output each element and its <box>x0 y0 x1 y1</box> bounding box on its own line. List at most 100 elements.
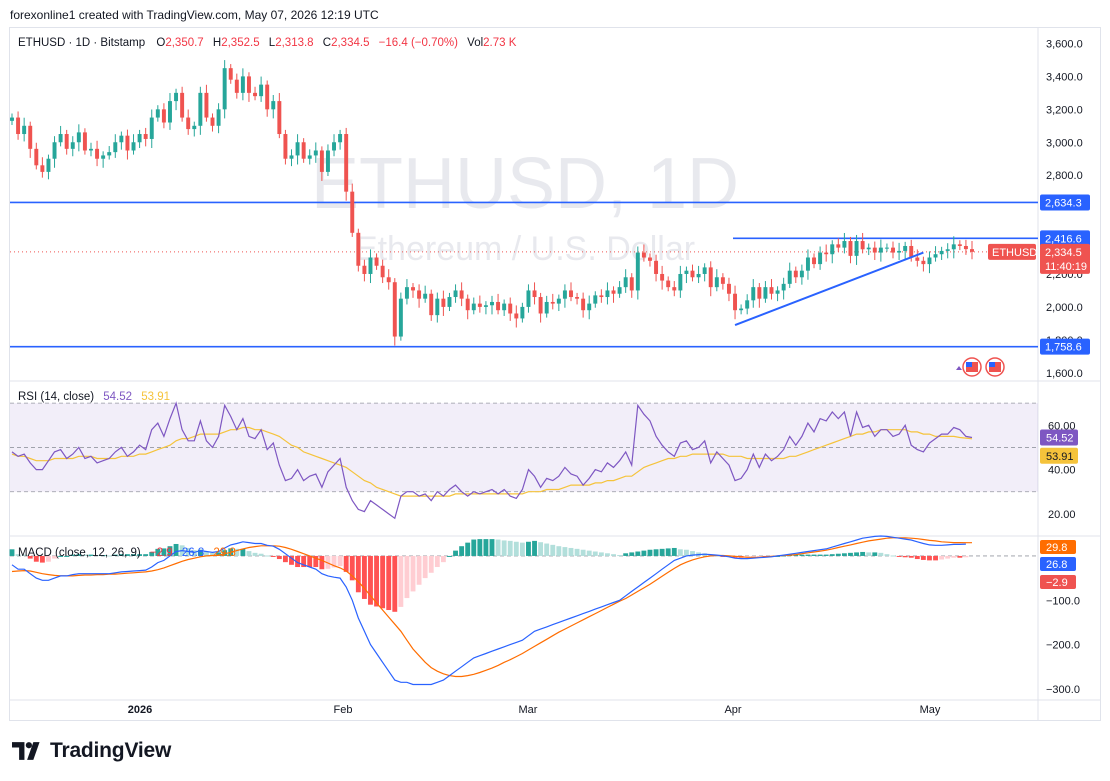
level-price-label: 2,634.3 <box>1045 197 1082 209</box>
candle-body <box>186 117 191 130</box>
candle-body <box>654 260 659 274</box>
candle-body <box>392 282 397 337</box>
candle-body <box>550 301 555 304</box>
candle-body <box>362 265 367 274</box>
tradingview-logo-icon <box>12 742 40 760</box>
candle-body <box>222 68 227 110</box>
macd-histogram-bar <box>471 539 477 556</box>
candle-body <box>119 135 124 143</box>
macd-histogram-bar <box>222 550 228 556</box>
candle-body <box>605 290 610 298</box>
candle-body <box>58 134 63 143</box>
time-axis-label: Apr <box>724 704 741 716</box>
svg-text:MACD (close, 12, 26, 9) −2: MACD (close, 12, 26, 9) −2.9 26.8 29.8 <box>18 547 236 559</box>
macd-histogram-bar <box>94 555 100 557</box>
candle-body <box>332 142 336 151</box>
chart-frame[interactable] <box>9 27 1101 721</box>
candle-body <box>575 297 580 299</box>
macd-histogram-bar <box>519 542 525 556</box>
candle-body <box>781 283 786 291</box>
us-flag-event-icon[interactable] <box>956 357 1005 377</box>
candle-body <box>635 252 640 291</box>
macd-histogram-bar <box>398 555 404 607</box>
candle-body <box>617 287 622 294</box>
macd-histogram-bar <box>690 551 695 556</box>
macd-histogram-bar <box>580 549 586 556</box>
macd-histogram-bar <box>629 552 635 556</box>
candle-body <box>799 270 804 278</box>
macd-hist-legend: −2.9 <box>150 547 173 559</box>
candle-body <box>82 132 87 151</box>
candle-body <box>380 265 385 278</box>
legend-high-label: H <box>213 37 221 49</box>
candle-body <box>830 244 835 255</box>
rsi-value-label: 54.52 <box>1046 432 1074 444</box>
candle-body <box>161 109 166 123</box>
candle-body <box>648 257 652 261</box>
macd-histogram-bar <box>167 546 173 556</box>
candle-body <box>909 245 914 258</box>
candle-body <box>684 270 689 274</box>
candle-body <box>411 287 415 291</box>
candle-body <box>939 250 944 255</box>
macd-histogram-bar <box>963 555 969 558</box>
candle-body <box>319 150 324 172</box>
candle-body <box>544 301 549 314</box>
price-tick-label: 3,000.0 <box>1046 137 1083 149</box>
candle-body <box>860 241 865 250</box>
macd-histogram-bar <box>252 552 258 556</box>
macd-histogram-bar <box>860 551 866 556</box>
candle-body <box>40 165 45 172</box>
macd-histogram-bar <box>76 554 82 556</box>
candle-body <box>137 134 142 143</box>
candle-body <box>496 301 501 311</box>
candle-body <box>526 290 531 307</box>
candle-body <box>398 298 403 337</box>
macd-histogram-bar <box>939 555 945 560</box>
candle-body <box>483 305 488 307</box>
macd-histogram-bar <box>908 555 914 558</box>
macd-histogram-bar <box>161 548 167 556</box>
price-tick-label: 1,600.0 <box>1046 368 1083 380</box>
price-tick-label: 3,400.0 <box>1046 71 1083 83</box>
candle-body <box>471 303 476 311</box>
candle-body <box>429 293 434 316</box>
macd-histogram-bar <box>276 555 282 560</box>
rsi-line <box>11 401 973 520</box>
candle-body <box>204 92 209 118</box>
candle-body <box>423 293 428 299</box>
macd-histogram-bar <box>289 555 294 565</box>
candle-body <box>915 257 920 261</box>
candle-body <box>404 287 409 299</box>
candle-body <box>581 298 586 311</box>
candle-body <box>356 232 361 266</box>
macd-line-value: 26.8 <box>1046 559 1067 571</box>
rsi-value-tag <box>1040 429 1078 446</box>
macd-histogram-bar <box>33 555 39 562</box>
macd-hist-tag <box>1040 575 1076 589</box>
macd-histogram-bar <box>112 554 118 556</box>
candle-body <box>22 125 27 135</box>
candle-body <box>842 241 847 248</box>
macd-histogram-bar <box>118 554 124 556</box>
macd-signal-line <box>11 537 972 678</box>
macd-signal-value: 29.8 <box>1046 542 1067 554</box>
candle-body <box>441 298 446 307</box>
macd-histogram-bar <box>155 548 161 556</box>
candle-body <box>891 247 895 253</box>
candle-body <box>872 247 877 253</box>
macd-histogram-bar <box>513 541 519 556</box>
time-axis-label: Feb <box>334 704 353 716</box>
macd-histogram-bar <box>920 555 926 560</box>
macd-histogram-bar <box>15 554 21 556</box>
macd-histogram-bar <box>927 555 932 561</box>
candle-body <box>599 295 604 298</box>
candle-body <box>726 283 731 294</box>
price-tick-label: 3,600.0 <box>1046 38 1083 50</box>
candle-body <box>696 273 701 278</box>
legend-close: 2,334.5 <box>331 37 369 49</box>
tradingview-logo[interactable]: TradingView <box>12 739 171 763</box>
candle-body <box>957 244 962 246</box>
candle-body <box>660 273 665 281</box>
